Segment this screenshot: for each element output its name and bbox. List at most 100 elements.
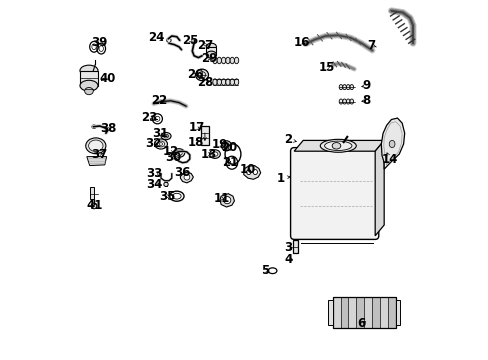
Ellipse shape: [183, 174, 189, 180]
Ellipse shape: [80, 65, 98, 76]
Polygon shape: [180, 172, 193, 183]
Text: 31: 31: [151, 127, 168, 140]
Polygon shape: [374, 140, 384, 236]
Text: 14: 14: [381, 153, 398, 166]
Text: 27: 27: [197, 39, 213, 51]
Ellipse shape: [224, 143, 228, 148]
Ellipse shape: [175, 150, 182, 156]
Bar: [90, 187, 94, 199]
Text: 17: 17: [188, 121, 204, 134]
Ellipse shape: [212, 57, 217, 64]
Text: 22: 22: [150, 94, 166, 107]
Ellipse shape: [246, 170, 250, 175]
Text: 33: 33: [146, 167, 163, 180]
Text: 24: 24: [148, 31, 164, 44]
Ellipse shape: [195, 69, 208, 81]
Text: 29: 29: [201, 52, 217, 65]
Bar: [201, 126, 208, 145]
Text: 20: 20: [221, 141, 237, 154]
Text: 10: 10: [240, 163, 256, 176]
Bar: [332, 297, 395, 328]
Ellipse shape: [206, 43, 216, 50]
Text: 4: 4: [284, 253, 292, 266]
Ellipse shape: [342, 99, 346, 104]
Bar: [332, 297, 340, 328]
Ellipse shape: [217, 57, 221, 64]
Ellipse shape: [234, 79, 238, 85]
Text: 35: 35: [159, 190, 175, 203]
Polygon shape: [381, 118, 404, 169]
Text: 15: 15: [319, 61, 335, 74]
Ellipse shape: [91, 203, 97, 209]
Bar: [340, 297, 348, 328]
Text: 36: 36: [174, 166, 190, 179]
Ellipse shape: [230, 79, 234, 85]
Ellipse shape: [212, 152, 218, 156]
Text: 8: 8: [361, 94, 369, 107]
Text: 7: 7: [366, 39, 374, 51]
Text: 23: 23: [141, 111, 157, 123]
Bar: [371, 297, 379, 328]
Ellipse shape: [223, 197, 230, 204]
Ellipse shape: [253, 170, 257, 175]
Text: 30: 30: [165, 151, 181, 164]
Ellipse shape: [388, 140, 394, 148]
Bar: [395, 300, 399, 325]
Ellipse shape: [234, 57, 238, 64]
Ellipse shape: [225, 79, 230, 85]
Ellipse shape: [88, 140, 103, 152]
Ellipse shape: [206, 51, 216, 58]
FancyBboxPatch shape: [290, 148, 378, 239]
Bar: [364, 297, 371, 328]
Ellipse shape: [157, 141, 164, 147]
Ellipse shape: [349, 99, 353, 104]
Ellipse shape: [212, 79, 217, 85]
Text: 2: 2: [284, 133, 292, 146]
Polygon shape: [220, 194, 234, 207]
Ellipse shape: [342, 85, 346, 90]
Ellipse shape: [331, 143, 340, 149]
Ellipse shape: [84, 87, 93, 95]
Ellipse shape: [346, 85, 349, 90]
Text: 38: 38: [100, 122, 116, 135]
Ellipse shape: [221, 141, 231, 151]
Text: 6: 6: [357, 317, 365, 330]
Text: 18: 18: [187, 136, 203, 149]
Text: 3: 3: [284, 241, 292, 254]
Polygon shape: [294, 140, 384, 151]
Ellipse shape: [339, 85, 342, 90]
Text: 13: 13: [200, 148, 216, 161]
Ellipse shape: [217, 79, 221, 85]
Text: 5: 5: [261, 264, 269, 277]
Text: 19: 19: [211, 138, 228, 151]
Ellipse shape: [163, 182, 168, 186]
Ellipse shape: [221, 57, 225, 64]
Ellipse shape: [221, 79, 225, 85]
Ellipse shape: [324, 141, 351, 150]
Ellipse shape: [85, 138, 106, 154]
Text: 37: 37: [91, 148, 108, 161]
Ellipse shape: [159, 143, 163, 145]
Ellipse shape: [173, 149, 184, 157]
Bar: [206, 47, 216, 55]
Ellipse shape: [225, 57, 230, 64]
Text: 11: 11: [214, 192, 230, 205]
Bar: [356, 297, 364, 328]
Text: 34: 34: [146, 178, 163, 191]
Ellipse shape: [209, 150, 220, 158]
Text: 28: 28: [197, 76, 213, 89]
Ellipse shape: [346, 99, 349, 104]
Text: 39: 39: [91, 36, 108, 49]
Ellipse shape: [339, 99, 342, 104]
Bar: [379, 297, 387, 328]
Ellipse shape: [154, 139, 167, 149]
Bar: [328, 300, 332, 325]
Bar: [292, 240, 297, 253]
Text: 21: 21: [222, 156, 238, 169]
Bar: [348, 297, 356, 328]
Ellipse shape: [320, 139, 356, 152]
Ellipse shape: [163, 134, 168, 138]
Bar: [387, 297, 395, 328]
Text: 41: 41: [87, 199, 103, 212]
Text: 25: 25: [182, 34, 198, 47]
